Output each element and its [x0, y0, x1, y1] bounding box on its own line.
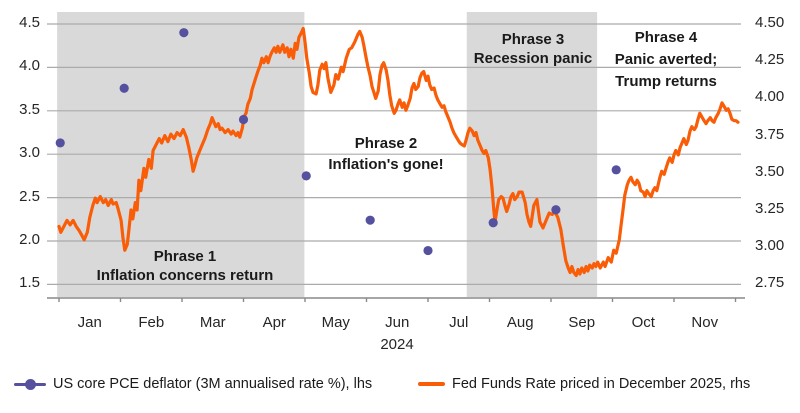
pce-dot: [238, 114, 249, 125]
pce-dot: [55, 138, 65, 148]
x-axis-month-label: Jul: [449, 314, 469, 331]
x-axis-month-label: Nov: [691, 314, 719, 331]
fed-funds-legend-label: Fed Funds Rate priced in December 2025, …: [452, 376, 751, 392]
annotation-phrase3-line1: Phrase 3: [501, 31, 565, 48]
annotation-phrase4: Phrase 4 Panic averted; Trump returns: [615, 27, 718, 93]
pce-dot: [423, 245, 433, 256]
x-axis-month-label: May: [321, 314, 350, 331]
annotation-phrase4-line1: Phrase 4: [634, 29, 698, 46]
right-axis-tick-label: 3.50: [755, 162, 785, 180]
left-axis-tick-label: 3.5: [19, 100, 40, 118]
right-axis-tick-label: 3.00: [755, 237, 785, 255]
annotation-phrase1-line2: Inflation concerns return: [96, 267, 274, 284]
annotation-phrase4-line2: Panic averted;: [614, 51, 718, 68]
x-axis-month-label: Feb: [138, 314, 165, 331]
right-axis-tick-label: 3.25: [755, 200, 785, 217]
x-axis-month-label: Mar: [199, 314, 226, 331]
pce-legend-dot: [25, 378, 36, 390]
legend: US core PCE deflator (3M annualised rate…: [0, 372, 800, 396]
x-axis-month-label: Apr: [262, 314, 286, 331]
annotation-phrase2-line2: Inflation's gone!: [328, 156, 444, 173]
left-axis-tick-label: 1.5: [19, 274, 40, 292]
left-axis-tick-label: 2.0: [19, 231, 40, 248]
pce-dot: [551, 205, 561, 215]
left-axis-tick-label: 4.0: [19, 57, 40, 75]
pce-dot: [179, 28, 189, 38]
fed-funds-legend-line-icon: [418, 382, 445, 386]
pce-dot: [611, 165, 621, 175]
annotation-phrase1-line1: Phrase 1: [153, 248, 217, 265]
fed-funds-line: [57, 26, 740, 278]
right-axis-tick-label: 4.50: [755, 14, 785, 31]
right-axis-tick-label: 3.75: [755, 125, 785, 143]
left-axis-tick-label: 4.5: [19, 14, 40, 31]
annotation-phrase3-line2: Recession panic: [473, 50, 593, 67]
x-axis-month-label: Sep: [568, 314, 596, 331]
pce-dot: [488, 218, 498, 228]
pce-dot: [301, 171, 311, 181]
left-axis-tick-label: 2.5: [19, 187, 40, 205]
x-axis-month-label: Oct: [631, 314, 655, 331]
pce-legend-label: US core PCE deflator (3M annualised rate…: [53, 376, 373, 392]
right-axis-tick-label: 4.25: [755, 51, 785, 69]
legend-item-pce: US core PCE deflator (3M annualised rate…: [14, 372, 372, 396]
annotation-phrase4-line3: Trump returns: [615, 73, 717, 90]
right-axis-tick-label: 2.75: [755, 274, 785, 292]
annotation-phrase2: Phrase 2 Inflation's gone!: [328, 133, 443, 175]
x-axis-year-label: 2024: [380, 336, 414, 353]
x-axis-month-label: Jun: [385, 314, 410, 331]
pce-legend-marker-icon: [14, 378, 46, 390]
legend-item-ffr: Fed Funds Rate priced in December 2025, …: [418, 372, 750, 396]
right-axis-tick-label: 4.00: [755, 88, 785, 106]
pce-dot: [119, 83, 129, 93]
x-axis-month-label: Jan: [77, 314, 102, 331]
x-axis-month-label: Aug: [506, 314, 534, 331]
annotation-phrase2-line1: Phrase 2: [354, 135, 418, 152]
left-axis-tick-label: 3.0: [19, 144, 40, 162]
annotation-phrase3: Phrase 3 Recession panic: [474, 30, 592, 68]
pce-dot: [365, 215, 375, 225]
annotation-phrase1: Phrase 1 Inflation concerns return: [97, 247, 274, 285]
